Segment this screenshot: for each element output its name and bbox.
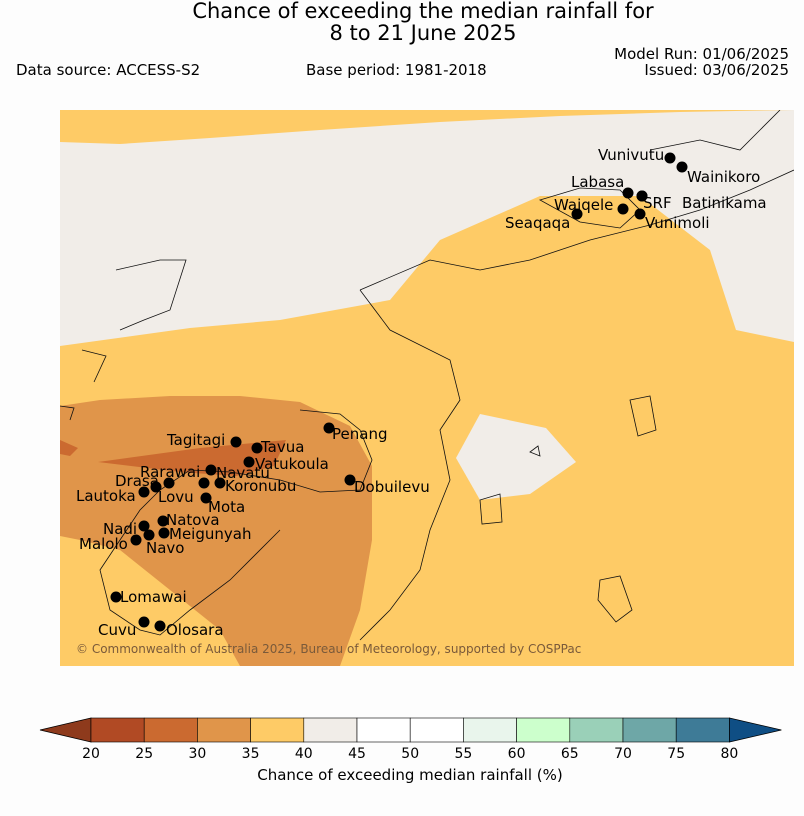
station-label-navatu: Navatu (216, 464, 270, 482)
station-label-wainikoro: Wainikoro (687, 168, 760, 186)
colorbar-tick-label: 75 (667, 746, 685, 762)
colorbar-box (409, 717, 464, 743)
station-point-penang (323, 422, 335, 434)
colorbar-boxes (39, 717, 782, 743)
station-point-rarawai (205, 464, 217, 476)
station-point-navatu (214, 477, 226, 489)
chart-title-line2: 8 to 21 June 2025 (329, 21, 517, 45)
station-label-nadi: Nadi (103, 520, 137, 538)
station-label-tavua: Tavua (260, 438, 304, 456)
station-label-batinikama: Batinikama (682, 194, 767, 212)
station-label-koronubu: Koronubu (225, 477, 296, 495)
colorbar-box (303, 717, 358, 743)
colorbar-tick-label: 80 (720, 746, 738, 762)
station-label-drasa: Drasa (115, 472, 159, 490)
station-point-waiqele (617, 203, 629, 215)
station-point-seaqaqa (571, 208, 583, 220)
station-label-labasa: Labasa (571, 173, 624, 191)
station-point-mota (200, 492, 212, 504)
colorbar-box (463, 717, 517, 743)
station-label-vatukoula: Vatukoula (255, 455, 329, 473)
station-label-meigunyah: Meigunyah (169, 525, 251, 543)
station-point-malolo (130, 534, 142, 546)
colorbar-box (250, 717, 305, 743)
data-source: Data source: ACCESS-S2 (16, 61, 201, 79)
chart-title-line1: Chance of exceeding the median rainfall … (192, 0, 654, 23)
station-labels: Vunivutu Wainikoro Labasa Waiqele SRF Ba… (76, 146, 767, 639)
station-point-drasa (163, 477, 175, 489)
station-point-labasa (622, 187, 634, 199)
colorbar-box (675, 717, 730, 743)
colorbar-box (356, 717, 411, 743)
colorbar-tick-label: 60 (508, 746, 526, 762)
colorbar-tick-label: 50 (401, 746, 419, 762)
station-label-penang: Penang (332, 425, 387, 443)
station-point-vunimoli (634, 208, 646, 220)
colorbar-box (90, 717, 145, 743)
colorbar-tick-label: 70 (614, 746, 632, 762)
station-label-waiqele: Waiqele (554, 196, 613, 214)
station-label-dobuilevu: Dobuilevu (354, 478, 430, 496)
colorbar-box (143, 717, 198, 743)
station-label-navo: Navo (146, 539, 184, 557)
station-label-olosara: Olosara (166, 621, 224, 639)
station-point-tagitagi (230, 436, 242, 448)
station-label-vunivutu: Vunivutu (598, 146, 664, 164)
station-point-meigunyah (158, 527, 170, 539)
station-point-navo (143, 529, 155, 541)
colorbar-tick-label: 45 (348, 746, 366, 762)
station-label-natova: Natova (166, 511, 220, 529)
station-label-seaqaqa: Seaqaqa (505, 214, 570, 232)
station-point-wainikoro (676, 161, 688, 173)
colorbar-tick-label: 25 (135, 746, 153, 762)
colorbar-box (197, 717, 251, 743)
colorbar-tick-label: 55 (454, 746, 472, 762)
station-point-nadi (138, 520, 150, 532)
base-period: Base period: 1981-2018 (306, 61, 487, 79)
colorbar-tick-label: 35 (242, 746, 260, 762)
copyright-notice: © Commonwealth of Australia 2025, Bureau… (76, 642, 581, 656)
station-point-tavua (251, 442, 263, 454)
colorbar-tick-label: 30 (188, 746, 206, 762)
colorbar-tick-label: 65 (561, 746, 579, 762)
colorbar-ticks: 20 25 30 35 40 45 50 55 60 65 70 75 80 (82, 746, 738, 762)
colorbar-extend-low (39, 717, 92, 743)
station-point-lovu (150, 481, 162, 493)
station-label-lovu: Lovu (158, 488, 194, 506)
station-point-lautoka (138, 486, 150, 498)
station-label-lautoka: Lautoka (76, 487, 136, 505)
station-point-cuvu (138, 616, 150, 628)
station-point-batinikama (636, 190, 648, 202)
station-point-lomawai (110, 591, 122, 603)
station-label-tagitagi: Tagitagi (166, 431, 225, 449)
colorbar-tick-label: 20 (82, 746, 100, 762)
station-point-olosara (154, 620, 166, 632)
station-point-natova (157, 515, 169, 527)
colorbar-box (622, 717, 677, 743)
station-label-lomawai: Lomawai (120, 588, 187, 606)
model-run: Model Run: 01/06/2025 (614, 45, 789, 63)
station-label-mota: Mota (208, 498, 245, 516)
station-points (110, 152, 688, 632)
station-point-vatukoula (243, 456, 255, 468)
colorbar-label: Chance of exceeding median rainfall (%) (257, 766, 563, 784)
issued-date: Issued: 03/06/2025 (644, 61, 789, 79)
map-background (60, 110, 794, 666)
station-label-vunimoli: Vunimoli (645, 214, 710, 232)
station-label-cuvu: Cuvu (98, 621, 136, 639)
station-label-rarawai: Rarawai (140, 463, 200, 481)
rainfall-map: Vunivutu Wainikoro Labasa Waiqele SRF Ba… (60, 110, 794, 666)
colorbar-extend-high (729, 717, 782, 743)
colorbar-box (516, 717, 571, 743)
station-point-dobuilevu (344, 474, 356, 486)
colorbar-box (569, 717, 624, 743)
coastlines (60, 110, 794, 641)
station-label-srf: SRF (643, 194, 672, 212)
station-label-malolo: Malolo (79, 535, 128, 553)
colorbar-tick-label: 40 (295, 746, 313, 762)
station-point-koronubu (198, 477, 210, 489)
station-point-vunivutu (664, 152, 676, 164)
colorbar: 20 25 30 35 40 45 50 55 60 65 70 75 80 (39, 717, 782, 762)
